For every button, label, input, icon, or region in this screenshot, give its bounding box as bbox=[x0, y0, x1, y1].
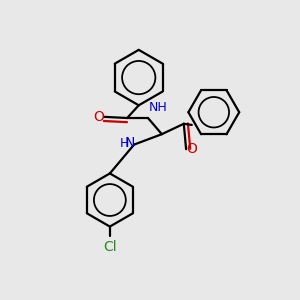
Text: NH: NH bbox=[149, 101, 168, 114]
Text: Cl: Cl bbox=[103, 240, 117, 254]
Text: N: N bbox=[125, 136, 135, 150]
Text: H: H bbox=[120, 137, 129, 150]
Text: O: O bbox=[186, 142, 197, 156]
Text: O: O bbox=[93, 110, 104, 124]
